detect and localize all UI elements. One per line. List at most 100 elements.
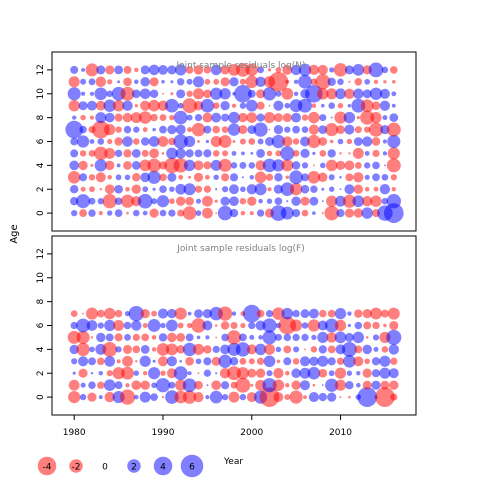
residual-bubble: [227, 123, 241, 136]
residual-bubble: [337, 138, 344, 145]
residual-bubble: [122, 355, 133, 367]
residual-bubble: [383, 323, 387, 328]
residual-bubble: [272, 379, 285, 391]
residual-bubble: [178, 174, 184, 180]
residual-bubble: [362, 368, 372, 378]
residual-bubble: [298, 74, 312, 89]
residual-bubble: [185, 66, 194, 74]
residual-bubble: [247, 368, 257, 378]
residual-bubble: [197, 372, 200, 375]
residual-bubble: [293, 346, 300, 353]
residual-bubble: [140, 100, 151, 111]
legend-label: 4: [160, 463, 166, 473]
residual-bubble: [382, 139, 387, 144]
residual-bubble: [79, 393, 87, 401]
residual-bubble: [114, 184, 123, 194]
residual-bubble: [327, 345, 336, 354]
residual-bubble: [328, 370, 335, 377]
residual-bubble: [167, 308, 177, 319]
residual-bubble: [177, 209, 185, 217]
residual-bubble: [370, 195, 382, 207]
residual-bubble: [203, 149, 212, 158]
residual-bubble: [195, 210, 202, 216]
residual-bubble: [272, 159, 285, 172]
residual-bubble: [336, 125, 345, 135]
residual-bubble: [303, 395, 307, 400]
residual-bubble: [205, 335, 210, 340]
residual-bubble: [381, 66, 389, 74]
residual-bubble: [142, 186, 149, 193]
residual-bubble: [186, 78, 193, 85]
residual-bubble: [382, 151, 388, 156]
residual-bubble: [364, 126, 371, 133]
residual-bubble: [132, 345, 141, 354]
residual-bubble: [389, 320, 399, 331]
residual-bubble: [107, 175, 112, 180]
residual-bubble: [342, 194, 356, 208]
residual-bubble: [285, 79, 290, 84]
residual-bubble: [123, 77, 132, 87]
residual-bubble: [239, 102, 247, 109]
residual-bubble: [141, 149, 149, 157]
legend-label: 0: [102, 463, 108, 473]
residual-bubble: [354, 77, 363, 86]
residual-bubble: [241, 151, 245, 156]
residual-bubble: [90, 336, 94, 339]
residual-bubble: [257, 138, 264, 145]
residual-bubble: [384, 164, 386, 167]
residual-bubble: [317, 88, 329, 100]
residual-bubble: [218, 135, 232, 148]
residual-bubble: [99, 187, 103, 191]
residual-bubble: [354, 161, 362, 169]
residual-bubble: [72, 115, 77, 120]
residual-bubble: [235, 377, 251, 393]
residual-bubble: [76, 342, 90, 357]
residual-bubble: [266, 198, 273, 204]
residual-bubble: [98, 395, 103, 400]
residual-bubble: [229, 184, 239, 195]
residual-bubble: [276, 359, 281, 364]
residual-bubble: [291, 161, 301, 170]
residual-bubble: [348, 152, 351, 155]
residual-bubble: [307, 171, 321, 184]
residual-bubble: [68, 379, 80, 391]
residual-bubble: [391, 79, 396, 84]
residual-bubble: [231, 311, 237, 316]
residual-bubble: [167, 172, 177, 182]
residual-bubble: [217, 205, 233, 221]
residual-bubble: [221, 126, 229, 133]
residual-bubble: [203, 125, 212, 134]
residual-bubble: [152, 187, 156, 191]
residual-bubble: [114, 65, 124, 75]
residual-bubble: [160, 370, 166, 376]
residual-bubble: [93, 146, 108, 161]
residual-bubble: [122, 112, 133, 123]
residual-bubble: [248, 162, 256, 169]
residual-bubble: [256, 209, 265, 217]
residual-bubble: [371, 369, 381, 378]
residual-bubble: [379, 355, 391, 367]
residual-bubble: [360, 99, 374, 113]
residual-bubble: [114, 333, 123, 342]
residual-bubble: [107, 79, 113, 85]
residual-bubble: [307, 366, 321, 380]
residual-bubble: [285, 383, 290, 388]
residual-bubble: [319, 114, 327, 122]
y-tick-label: 8: [36, 115, 46, 121]
residual-bubble: [300, 184, 310, 194]
residual-bubble: [381, 197, 389, 205]
residual-bubble: [353, 208, 363, 218]
residual-bubble: [352, 64, 365, 76]
residual-bubble: [325, 159, 338, 172]
residual-bubble: [97, 357, 105, 366]
residual-bubble: [284, 394, 291, 401]
residual-bubble: [175, 148, 186, 159]
residual-bubble: [185, 196, 194, 206]
residual-bubble: [357, 387, 378, 407]
residual-bubble: [324, 205, 339, 221]
residual-bubble: [120, 86, 135, 101]
residual-bubble: [131, 148, 141, 158]
residual-bubble: [112, 367, 125, 380]
residual-bubble: [88, 174, 96, 181]
residual-bubble: [241, 176, 244, 179]
